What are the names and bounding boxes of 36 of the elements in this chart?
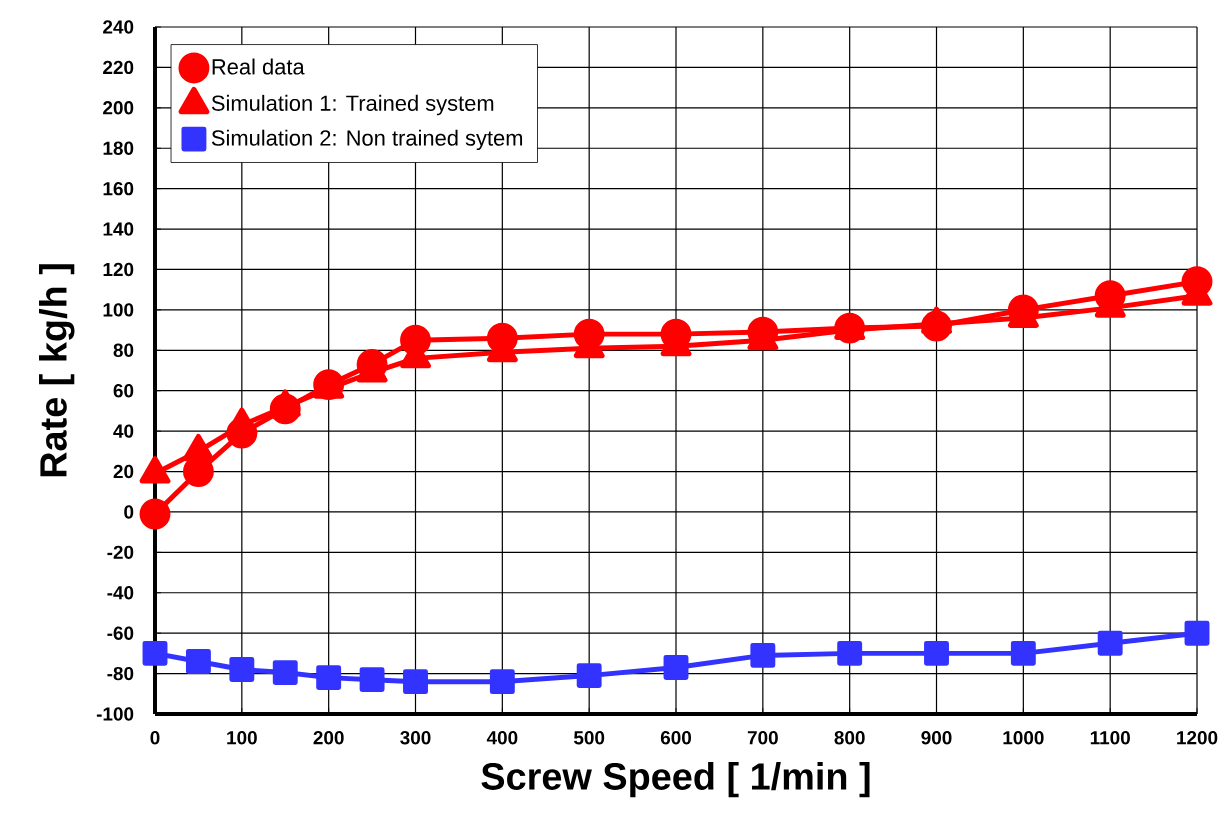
x-tick-label: 1100: [1090, 731, 1130, 745]
x-tick-label: 200: [313, 731, 344, 745]
y-tick-label: 100: [103, 303, 134, 317]
x-tick-label: 700: [747, 731, 778, 745]
x-tick-label: 600: [660, 731, 692, 745]
legend-label: Simulation 2: Non trained sytem: [211, 129, 523, 151]
x-tick-label: 300: [400, 731, 431, 745]
y-tick-label: 200: [103, 101, 134, 115]
legend-label: Simulation 1: Trained system: [211, 94, 494, 116]
y-tick-label: 0: [124, 505, 134, 519]
x-tick-label: 800: [834, 731, 865, 745]
y-tick-label: 140: [103, 222, 134, 236]
y-tick-label: 40: [113, 424, 134, 438]
y-tick-label: 80: [113, 343, 134, 357]
y-tick-label: -20: [107, 545, 134, 560]
x-tick-label: 0: [150, 731, 160, 745]
y-axis-title: Rate [ kg/h ]: [39, 264, 75, 477]
y-tick-label: 180: [103, 141, 134, 155]
x-tick-label: 1000: [1003, 731, 1044, 745]
y-tick-label: 160: [103, 181, 134, 196]
y-tick-label: -40: [107, 586, 134, 600]
y-tick-label: -80: [107, 666, 134, 681]
x-tick-label: 500: [573, 731, 605, 745]
y-tick-label: 220: [103, 60, 134, 75]
x-tick-label: 900: [921, 731, 952, 745]
y-tick-label: 240: [103, 20, 134, 34]
y-tick-label: -100: [96, 707, 134, 721]
x-tick-label: 100: [227, 731, 257, 745]
x-axis-title: Screw Speed [ 1/min ]: [481, 762, 870, 798]
y-tick-label: 60: [113, 384, 134, 398]
x-tick-label: 400: [486, 731, 518, 745]
y-tick-label: -60: [107, 626, 134, 640]
y-tick-label: 20: [113, 464, 134, 479]
legend-label: Real data: [212, 58, 305, 75]
x-tick-label: 1200: [1177, 731, 1218, 745]
y-tick-label: 120: [103, 262, 134, 277]
